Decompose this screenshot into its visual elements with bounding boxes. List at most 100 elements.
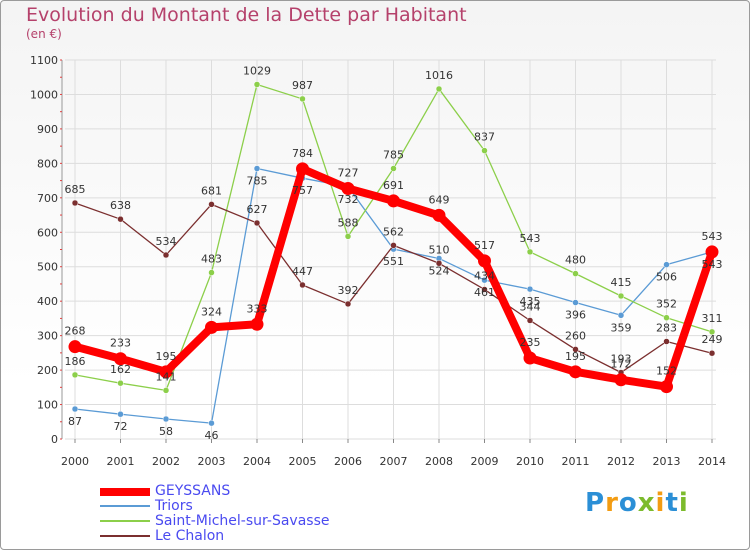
data-label: 543 <box>702 258 723 271</box>
x-tick-label: 2009 <box>471 455 499 468</box>
data-label: 483 <box>201 253 222 266</box>
y-tick-label: 100 <box>37 399 58 412</box>
legend-label: Triors <box>155 498 193 514</box>
chart-title: Evolution du Montant de la Dette par Hab… <box>26 4 467 26</box>
data-label: 324 <box>201 305 222 318</box>
x-tick-label: 2005 <box>289 455 317 468</box>
x-tick-label: 2012 <box>607 455 635 468</box>
data-point <box>253 165 261 172</box>
y-tick-label: 900 <box>37 123 58 136</box>
data-label: 510 <box>429 243 450 256</box>
y-tick-label: 0 <box>51 433 58 446</box>
data-point <box>478 254 491 268</box>
data-label: 233 <box>110 337 131 350</box>
x-tick-label: 2002 <box>152 455 180 468</box>
data-label: 681 <box>201 184 222 197</box>
legend-swatch <box>100 505 150 507</box>
data-label: 685 <box>65 183 86 196</box>
data-point <box>387 194 400 208</box>
data-label: 727 <box>338 167 359 180</box>
y-tick-label: 300 <box>37 330 58 343</box>
data-point <box>614 373 628 387</box>
data-point <box>162 415 170 423</box>
data-point <box>435 85 443 93</box>
series-group <box>68 81 719 427</box>
data-label: 588 <box>338 216 359 229</box>
data-point <box>296 162 309 176</box>
x-tick-label: 2010 <box>516 455 544 468</box>
data-label: 46 <box>205 429 219 442</box>
x-tick-label: 2013 <box>653 455 681 468</box>
unit-label: (en €) <box>26 27 62 41</box>
data-point <box>481 147 488 154</box>
data-point <box>572 270 579 277</box>
y-tick-label: 200 <box>37 364 58 377</box>
y-tick-label: 600 <box>37 226 58 239</box>
data-point <box>390 165 397 172</box>
data-point <box>526 248 534 256</box>
data-label: 638 <box>110 199 131 212</box>
data-label: 524 <box>429 264 450 277</box>
data-labels: 87 72 58 46 785 757 732 551 524 461 435 396 359 506 54… <box>65 64 723 442</box>
data-label: 283 <box>656 321 677 334</box>
data-point <box>663 338 670 345</box>
data-label: 72 <box>114 420 128 433</box>
data-point <box>572 346 579 353</box>
data-label: 447 <box>292 265 313 278</box>
legend-label: Le Chalon <box>155 528 225 544</box>
data-label: 162 <box>110 363 131 376</box>
legend-swatch <box>100 520 150 522</box>
y-tick-label: 700 <box>37 192 58 205</box>
data-point <box>71 371 79 379</box>
data-point <box>117 410 124 418</box>
y-tick-label: 1100 <box>30 54 58 67</box>
data-point <box>205 320 218 334</box>
data-point <box>663 314 670 321</box>
y-tick-label: 500 <box>37 261 58 274</box>
x-tick-label: 2004 <box>243 455 271 468</box>
legend-label: GEYSSANS <box>155 483 231 499</box>
data-point <box>663 261 670 268</box>
data-point <box>617 292 625 300</box>
data-label: 1029 <box>243 64 271 77</box>
data-label: 415 <box>611 276 632 289</box>
y-tick-label: 400 <box>37 295 58 308</box>
data-label: 396 <box>565 309 586 322</box>
data-point <box>162 251 170 259</box>
x-tick-label: 2000 <box>61 455 89 468</box>
data-label: 506 <box>656 271 677 284</box>
axes: 0 100 200 300 400 500 600 700 800 900 1000 1100 2000… <box>30 54 726 468</box>
data-label: 141 <box>156 370 177 383</box>
y-tick-label: 800 <box>37 157 58 170</box>
data-label: 195 <box>565 350 586 363</box>
data-label: 58 <box>159 425 173 438</box>
data-point <box>660 380 673 394</box>
data-point <box>250 317 264 331</box>
data-label: 311 <box>702 312 723 325</box>
data-label: 480 <box>565 254 586 267</box>
data-label: 461 <box>474 286 495 299</box>
data-label: 757 <box>292 184 313 197</box>
data-label: 359 <box>611 321 632 334</box>
x-tick-label: 2001 <box>107 455 135 468</box>
data-label: 534 <box>156 235 177 248</box>
data-label: 152 <box>656 365 677 378</box>
data-point <box>208 201 215 208</box>
data-label: 785 <box>383 149 404 162</box>
x-tick-label: 2011 <box>562 455 590 468</box>
data-label: 837 <box>474 131 495 144</box>
data-label: 260 <box>565 329 586 342</box>
x-tick-label: 2006 <box>334 455 362 468</box>
data-label: 785 <box>247 175 268 188</box>
data-point <box>71 199 79 207</box>
data-point <box>208 419 215 427</box>
data-label: 987 <box>292 79 313 92</box>
x-tick-label: 2008 <box>425 455 453 468</box>
data-label: 87 <box>68 415 82 428</box>
data-label: 249 <box>702 333 723 346</box>
x-tick-label: 2007 <box>380 455 408 468</box>
data-label: 172 <box>611 358 632 371</box>
data-label: 543 <box>520 232 541 245</box>
data-point <box>481 276 488 284</box>
data-point <box>114 352 127 366</box>
